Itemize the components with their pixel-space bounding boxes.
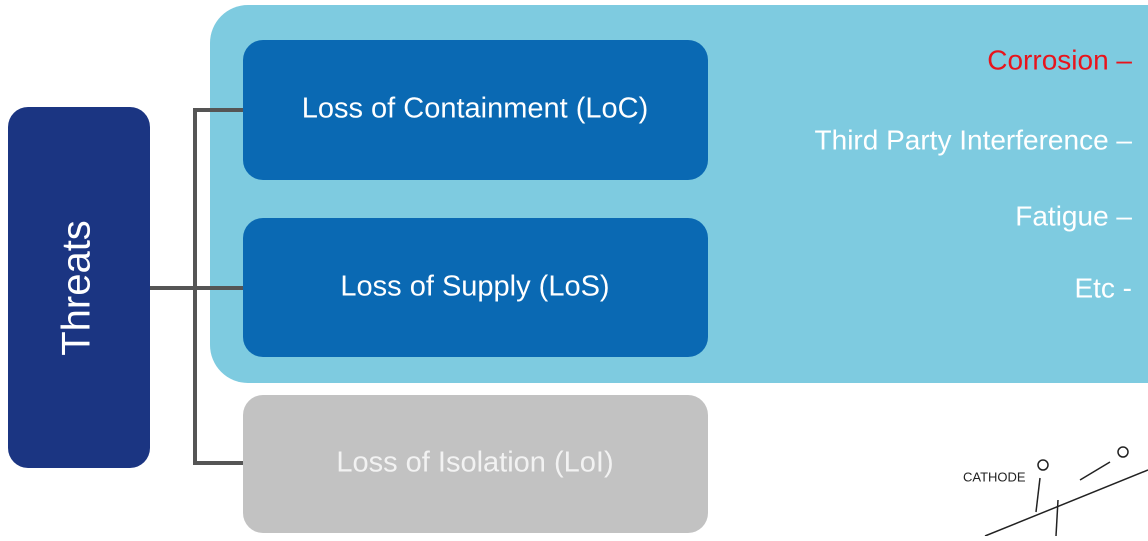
root-box xyxy=(8,107,150,468)
node-box xyxy=(243,395,708,533)
node-box xyxy=(243,218,708,357)
threat-item: Etc - xyxy=(1074,272,1132,303)
node-label: Loss of Supply (LoS) xyxy=(340,271,609,303)
node-label: Loss of Isolation (LoI) xyxy=(336,447,613,479)
node-label: Loss of Containment (LoC) xyxy=(302,93,649,125)
threat-item: Fatigue – xyxy=(1015,200,1132,231)
corrosion-image xyxy=(984,446,1148,537)
image-label: CATHODE xyxy=(963,469,1026,484)
root-label: Threats xyxy=(55,220,99,356)
threat-item: Corrosion – xyxy=(987,44,1132,75)
threat-item: Third Party Interference – xyxy=(815,124,1133,155)
connectors xyxy=(150,108,243,465)
node-box xyxy=(243,40,708,180)
